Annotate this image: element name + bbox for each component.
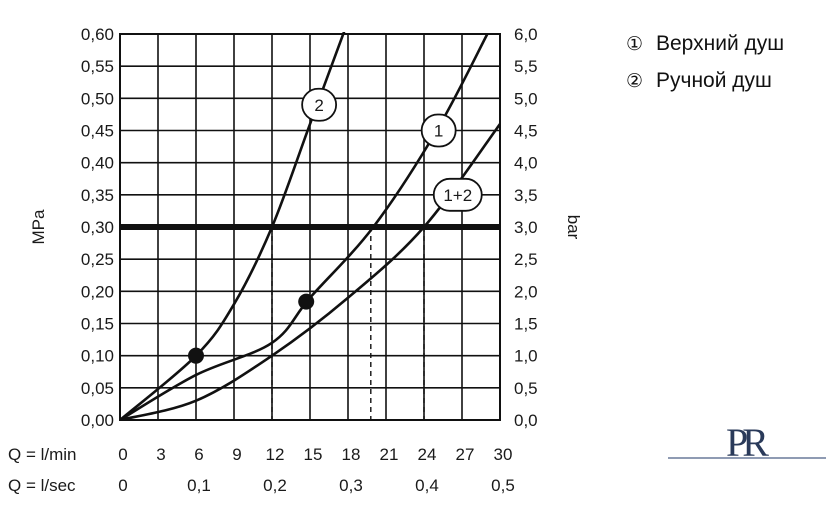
x-tick-label-lsec: 0,2: [263, 476, 287, 495]
y-tick-label-left: 0,25: [81, 250, 114, 269]
y-tick-label-right: 5,5: [514, 57, 538, 76]
y-tick-label-right: 1,5: [514, 315, 538, 334]
y-tick-label-left: 0,35: [81, 186, 114, 205]
x-tick-label-lsec: 0,5: [491, 476, 515, 495]
y-tick-label-left: 0,60: [81, 25, 114, 44]
x-tick-label-lsec: 0,1: [187, 476, 211, 495]
y-tick-label-right: 4,0: [514, 154, 538, 173]
x-axis-label-lmin: Q = l/min: [8, 445, 77, 464]
x-tick-label-lmin: 27: [456, 445, 475, 464]
y-tick-label-right: 3,0: [514, 218, 538, 237]
legend-item-2: ② Ручной душ: [626, 63, 772, 99]
y-tick-label-left: 0,05: [81, 379, 114, 398]
x-tick-label-lmin: 24: [418, 445, 437, 464]
y-tick-label-left: 0,30: [81, 218, 114, 237]
x-tick-label-lmin: 30: [494, 445, 513, 464]
y-tick-label-left: 0,15: [81, 315, 114, 334]
y-tick-label-left: 0,45: [81, 122, 114, 141]
series-layer: 2 1 1+2: [120, 32, 500, 420]
x-tick-label-lsec: 0,4: [415, 476, 439, 495]
legend-label-1: Верхний душ: [656, 32, 785, 55]
y-tick-label-left: 0,00: [81, 411, 114, 430]
y-tick-label-right: 3,5: [514, 186, 538, 205]
x-tick-label-lmin: 6: [194, 445, 203, 464]
x-tick-label-lmin: 0: [118, 445, 127, 464]
y-tick-label-left: 0,40: [81, 154, 114, 173]
y-tick-label-left: 0,50: [81, 89, 114, 108]
x-tick-label-lmin: 18: [342, 445, 361, 464]
data-marker: [298, 293, 315, 310]
x-tick-label-lsec: 0,3: [339, 476, 363, 495]
y-tick-label-right: 2,5: [514, 250, 538, 269]
y-tick-label-right: 1,0: [514, 347, 538, 366]
legend-number-1: ①: [626, 33, 644, 55]
y-tick-label-right: 0,0: [514, 411, 538, 430]
series-label-bubble: [432, 177, 483, 212]
legend-item-1: ① Верхний душ: [626, 26, 784, 62]
y-tick-label-left: 0,55: [81, 57, 114, 76]
series-label-bubble: [420, 113, 457, 148]
y-tick-label-right: 0,5: [514, 379, 538, 398]
series-label: 1: [434, 122, 443, 141]
y-tick-label-left: 0,20: [81, 282, 114, 301]
data-marker: [188, 347, 204, 364]
y-axis-label-left: MPa: [29, 209, 48, 245]
x-tick-label-lmin: 9: [232, 445, 241, 464]
x-axis-label-lsec: Q = l/sec: [8, 476, 76, 495]
series-label: 1+2: [443, 186, 472, 205]
x-tick-label-lmin: 12: [266, 445, 285, 464]
axis-labels: 0,00 0,00,05 0,50,10 1,00,15 1,50,20 2,00,25 2…: [8, 25, 583, 495]
legend-label-2: Ручной душ: [656, 69, 772, 92]
y-tick-label-right: 5,0: [514, 89, 538, 108]
brand-logo: PR: [668, 420, 826, 465]
y-tick-label-right: 4,5: [514, 122, 538, 141]
y-tick-label-left: 0,10: [81, 347, 114, 366]
series-label-bubble: [301, 87, 338, 122]
x-tick-label-lsec: 0: [118, 476, 127, 495]
x-tick-label-lmin: 3: [156, 445, 165, 464]
y-tick-label-right: 6,0: [514, 25, 538, 44]
x-tick-label-lmin: 21: [380, 445, 399, 464]
y-tick-label-right: 2,0: [514, 282, 538, 301]
legend-number-2: ②: [626, 70, 644, 92]
y-axis-label-right: bar: [564, 215, 583, 240]
series-label: 2: [314, 96, 323, 115]
x-tick-label-lmin: 15: [304, 445, 323, 464]
